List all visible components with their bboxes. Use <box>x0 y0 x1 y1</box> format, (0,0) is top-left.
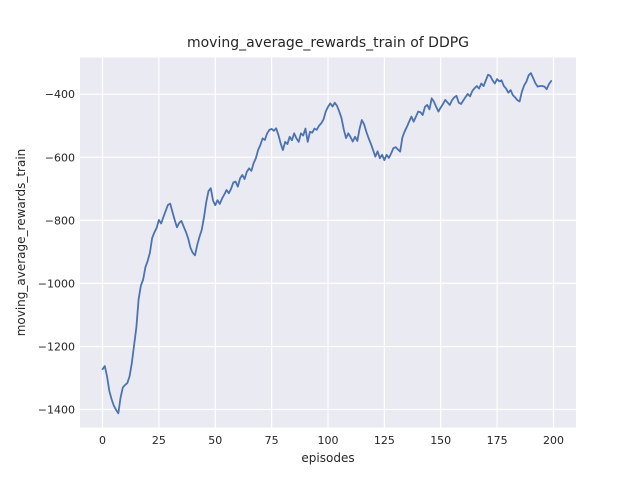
series-line-moving-average-rewards <box>101 72 553 415</box>
x-tick-label: 50 <box>208 434 222 447</box>
x-tick-label: 175 <box>487 434 508 447</box>
x-tick-label: 150 <box>430 434 451 447</box>
y-tick-label: −800 <box>45 214 75 227</box>
x-tick-label: 75 <box>265 434 279 447</box>
x-tick-label: 25 <box>152 434 166 447</box>
gridlines <box>80 57 576 428</box>
x-tick-label: 125 <box>374 434 395 447</box>
x-axis-label: episodes <box>301 451 354 465</box>
y-tick-label: −1200 <box>38 341 75 354</box>
y-tick-label: −600 <box>45 151 75 164</box>
x-axis-tick-labels: 0 25 50 75 100 125 150 175 200 <box>99 434 564 447</box>
chart-title: moving_average_rewards_train of DDPG <box>187 35 469 51</box>
x-tick-label: 200 <box>543 434 564 447</box>
x-tick-label: 100 <box>318 434 339 447</box>
y-tick-label: −400 <box>45 88 75 101</box>
x-tick-label: 0 <box>99 434 106 447</box>
y-tick-label: −1000 <box>38 277 75 290</box>
y-axis-label: moving_average_rewards_train <box>14 149 28 337</box>
y-axis-tick-labels: −400 −600 −800 −1000 −1200 −1400 <box>38 88 75 416</box>
y-tick-label: −1400 <box>38 404 75 417</box>
